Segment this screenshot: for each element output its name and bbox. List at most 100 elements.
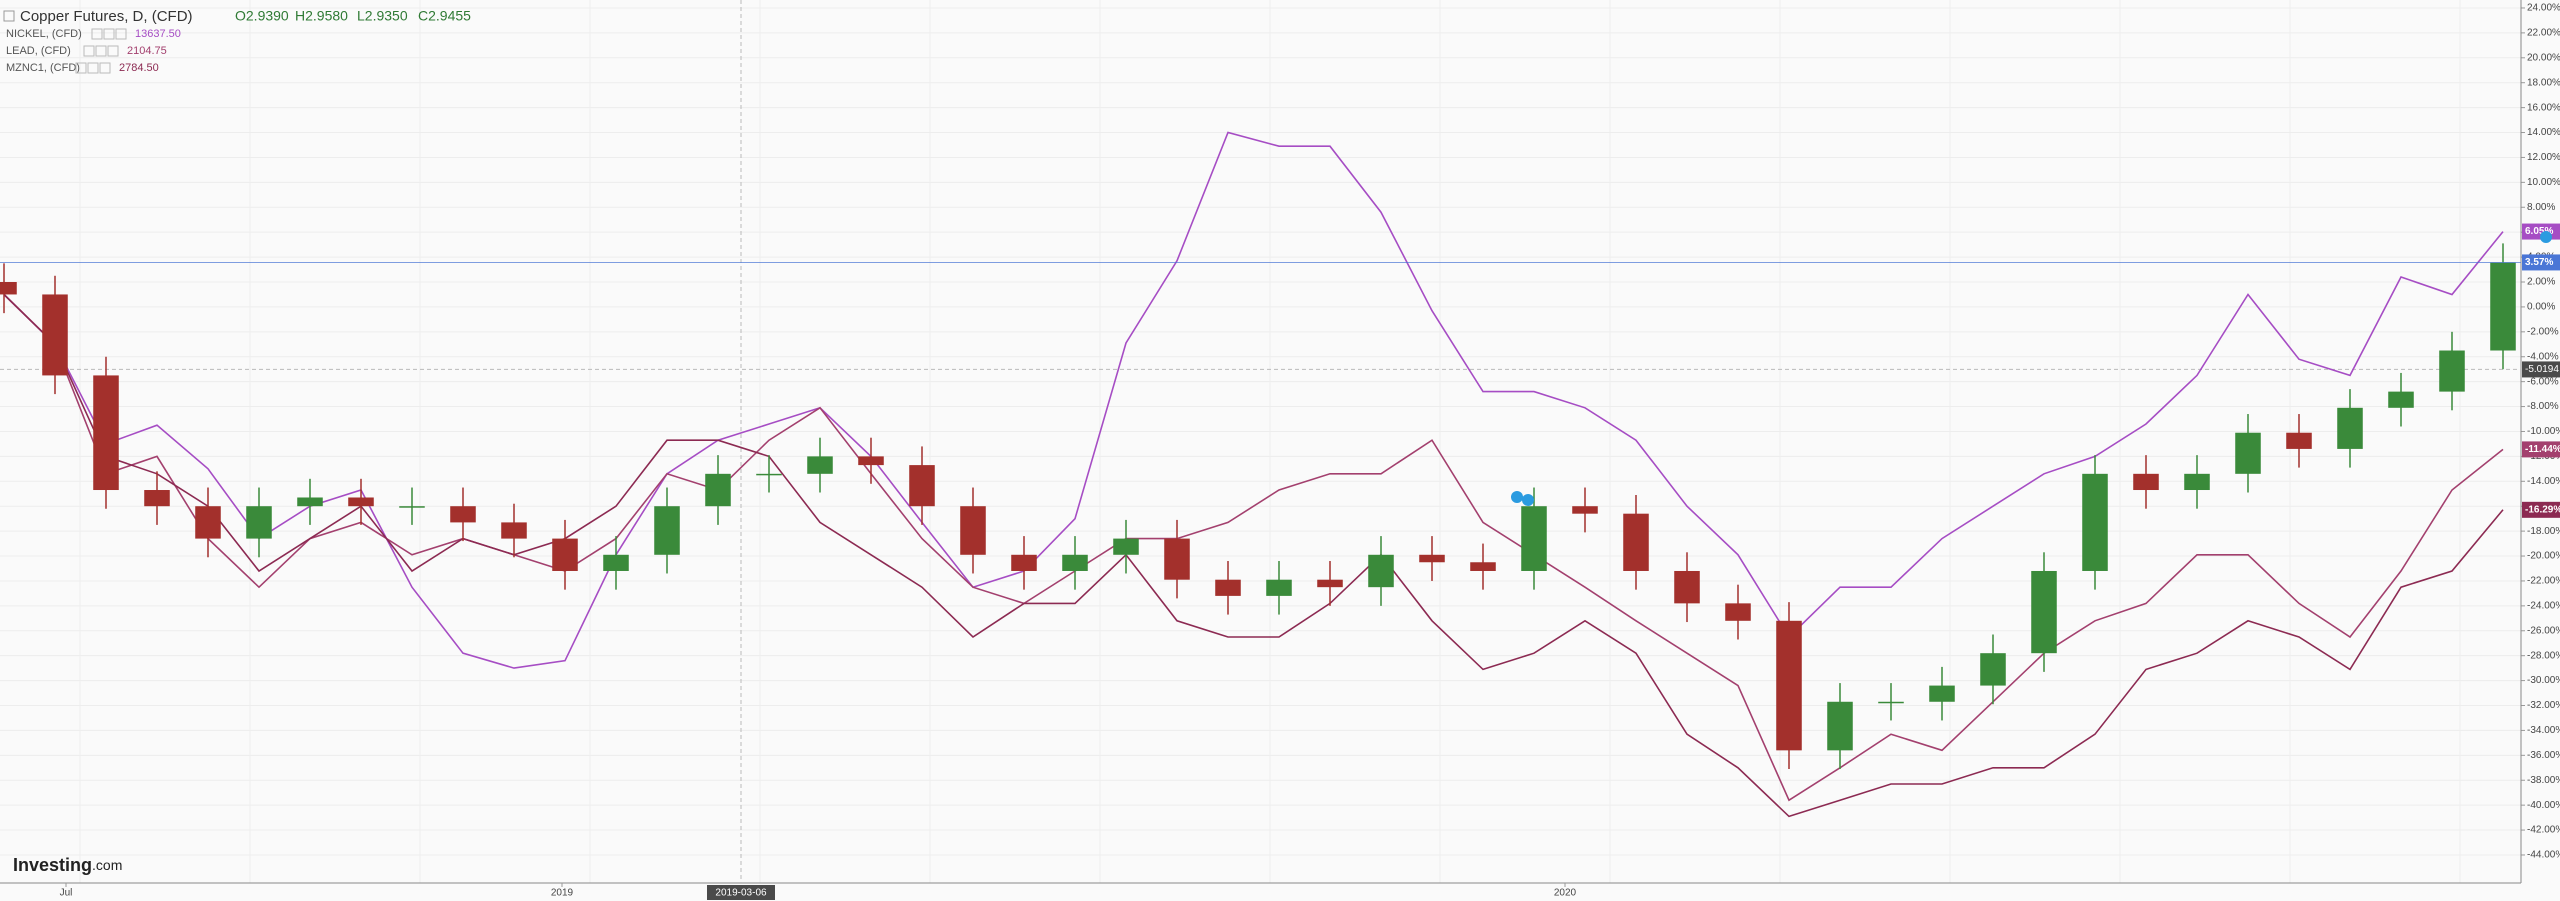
candle-body bbox=[1521, 506, 1547, 571]
y-tick-label: -8.00% bbox=[2527, 401, 2559, 412]
value-badge bbox=[2522, 441, 2560, 458]
y-tick-label: -20.00% bbox=[2527, 551, 2560, 562]
y-tick-label: -34.00% bbox=[2527, 725, 2560, 736]
candle-body bbox=[1317, 579, 1343, 588]
candle-body bbox=[246, 506, 272, 539]
candle-body bbox=[93, 375, 119, 491]
line-series bbox=[3, 293, 2504, 802]
watermark-domain: .com bbox=[92, 857, 122, 873]
y-tick-label: -38.00% bbox=[2527, 775, 2560, 786]
value-badge-label: -16.29% bbox=[2525, 504, 2560, 515]
legend-icon bbox=[95, 45, 107, 57]
legend-price: 2104.75 bbox=[127, 45, 167, 57]
candle-body bbox=[2388, 391, 2414, 408]
candle-body bbox=[2082, 473, 2108, 571]
candle-body bbox=[1368, 554, 1394, 588]
candle-body bbox=[2286, 432, 2312, 449]
legend-price: 2784.50 bbox=[119, 62, 159, 74]
candle-body bbox=[42, 294, 68, 376]
y-tick-label: -44.00% bbox=[2527, 850, 2560, 861]
crosshair-y-badge bbox=[2522, 361, 2560, 378]
legend-name: NICKEL, (CFD) bbox=[6, 28, 82, 40]
y-tick-label: 8.00% bbox=[2527, 202, 2555, 213]
y-tick-label: -26.00% bbox=[2527, 625, 2560, 636]
event-marker bbox=[1522, 494, 1534, 506]
y-tick-label: -36.00% bbox=[2527, 750, 2560, 761]
candle-body bbox=[1776, 620, 1802, 751]
candle-body bbox=[399, 506, 425, 508]
candle-body bbox=[1827, 701, 1853, 751]
line-series bbox=[3, 293, 2504, 818]
watermark: Investing.com bbox=[13, 855, 122, 875]
value-badge-label: 3.57% bbox=[2525, 257, 2553, 268]
y-tick-label: -2.00% bbox=[2527, 326, 2559, 337]
candle-body bbox=[1419, 554, 1445, 563]
legend-icon bbox=[107, 45, 119, 57]
candle-body bbox=[1470, 562, 1496, 571]
candle-body bbox=[654, 506, 680, 555]
candle-body bbox=[1011, 554, 1037, 571]
candle-body bbox=[858, 456, 884, 466]
candle-body bbox=[2235, 432, 2261, 474]
candle-body bbox=[2439, 350, 2465, 392]
crosshair-x-badge bbox=[707, 885, 775, 900]
candle-body bbox=[756, 473, 782, 476]
legend-icon bbox=[75, 62, 87, 74]
candle-body bbox=[807, 456, 833, 474]
watermark-brand: Investing bbox=[13, 855, 92, 875]
candle-body bbox=[348, 497, 374, 507]
candle-body bbox=[0, 282, 17, 295]
candle-body bbox=[960, 506, 986, 555]
candle-body bbox=[195, 506, 221, 539]
y-tick-label: 10.00% bbox=[2527, 177, 2560, 188]
legend-name: LEAD, (CFD) bbox=[6, 45, 71, 57]
candle-body bbox=[1572, 506, 1598, 514]
y-tick-label: -22.00% bbox=[2527, 576, 2560, 587]
quote-value: H2.9580 bbox=[295, 8, 348, 24]
y-tick-label: -24.00% bbox=[2527, 600, 2560, 611]
candle-body bbox=[603, 554, 629, 571]
candle-body bbox=[705, 473, 731, 507]
legend-title: Copper Futures, D, (CFD) bbox=[20, 8, 193, 25]
y-tick-label: 24.00% bbox=[2527, 3, 2560, 14]
quote-value: C2.9455 bbox=[418, 8, 471, 24]
crosshair-x-label: 2019-03-06 bbox=[715, 888, 767, 899]
candle-body bbox=[2031, 570, 2057, 654]
candle-body bbox=[450, 506, 476, 523]
x-tick-label: 2020 bbox=[1554, 888, 1577, 899]
crosshair-y-label: -5.0194 bbox=[2525, 364, 2559, 375]
y-tick-label: 0.00% bbox=[2527, 302, 2555, 313]
line-series bbox=[3, 131, 2504, 669]
y-tick-label: -18.00% bbox=[2527, 526, 2560, 537]
legend-icon bbox=[91, 28, 103, 40]
candle-body bbox=[297, 497, 323, 507]
candle-body bbox=[144, 490, 170, 507]
quote-value: O2.9390 bbox=[235, 8, 289, 24]
legend-icon bbox=[87, 62, 99, 74]
candle-body bbox=[2337, 407, 2363, 449]
quote-value: L2.9350 bbox=[357, 8, 408, 24]
candle-body bbox=[501, 522, 527, 539]
candle-body bbox=[2184, 473, 2210, 491]
y-tick-label: -10.00% bbox=[2527, 426, 2560, 437]
y-tick-label: 18.00% bbox=[2527, 77, 2560, 88]
event-marker bbox=[2540, 231, 2552, 243]
y-tick-label: 14.00% bbox=[2527, 127, 2560, 138]
x-tick-label: Jul bbox=[60, 888, 73, 899]
y-tick-label: -6.00% bbox=[2527, 376, 2559, 387]
candle-body bbox=[1113, 538, 1139, 555]
candle-body bbox=[1725, 603, 1751, 621]
y-tick-label: 12.00% bbox=[2527, 152, 2560, 163]
legend-price: 13637.50 bbox=[135, 28, 181, 40]
legend-icon bbox=[115, 28, 127, 40]
candle-body bbox=[1878, 701, 1904, 704]
y-tick-label: -40.00% bbox=[2527, 800, 2560, 811]
legend-icon bbox=[103, 28, 115, 40]
value-badge-label: 6.05% bbox=[2525, 226, 2553, 237]
y-tick-label: -30.00% bbox=[2527, 675, 2560, 686]
candle-body bbox=[1164, 538, 1190, 580]
event-marker bbox=[1511, 491, 1523, 503]
y-tick-label: -42.00% bbox=[2527, 825, 2560, 836]
